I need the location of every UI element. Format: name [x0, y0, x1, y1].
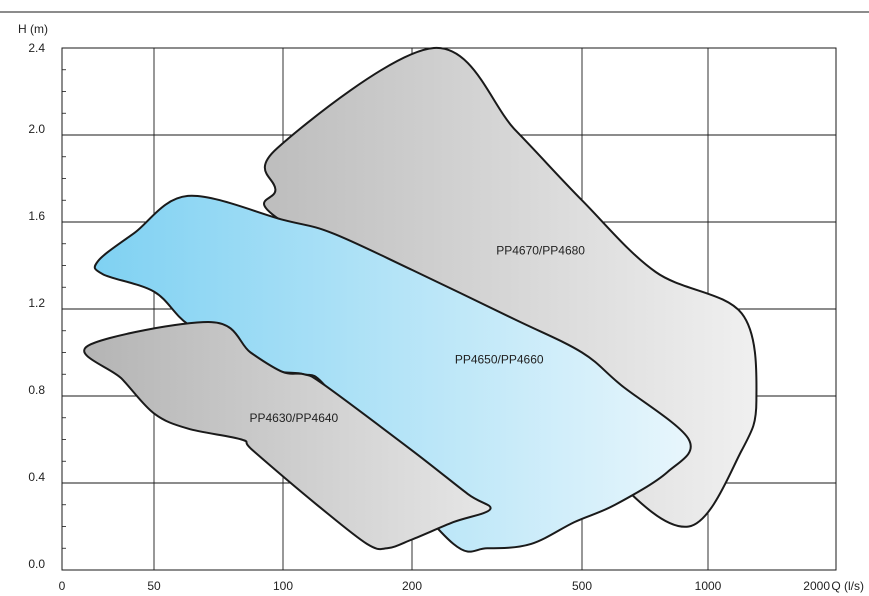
region-pp4630-pp4640	[83, 321, 492, 551]
tick-labels: 0 50 100 200 500 1000 2000 0.0 0.4 0.8 1.2 1.6 2.0 2.…	[28, 41, 830, 593]
x-axis-title: Q (l/s)	[831, 579, 864, 593]
y-axis-title: H (m)	[18, 22, 48, 36]
x-tick-label: 200	[402, 579, 422, 593]
y-tick-label: 0.4	[28, 470, 45, 484]
y-tick-label: 2.4	[28, 41, 45, 55]
region-label: PP4650/PP4660	[455, 352, 544, 366]
region-label: PP4630/PP4640	[249, 411, 338, 425]
region-labels: PP4670/PP4680 PP4650/PP4660 PP4630/PP4640	[249, 244, 585, 425]
regions	[83, 46, 758, 553]
plot-frame	[61, 47, 837, 571]
region-label: PP4670/PP4680	[496, 244, 585, 258]
x-tick-label: 2000	[803, 579, 830, 593]
x-tick-label: 500	[572, 579, 592, 593]
x-tick-label: 1000	[695, 579, 722, 593]
region-pp4650-pp4660	[93, 194, 692, 553]
y-tick-label: 2.0	[28, 122, 45, 136]
y-tick-label: 0.0	[28, 557, 45, 571]
y-tick-label: 1.6	[28, 209, 45, 223]
y-tick-label: 0.8	[28, 383, 45, 397]
y-tick-label: 1.2	[28, 296, 45, 310]
x-tick-label: 100	[273, 579, 293, 593]
x-tick-label: 0	[59, 579, 66, 593]
x-tick-label: 50	[147, 579, 161, 593]
